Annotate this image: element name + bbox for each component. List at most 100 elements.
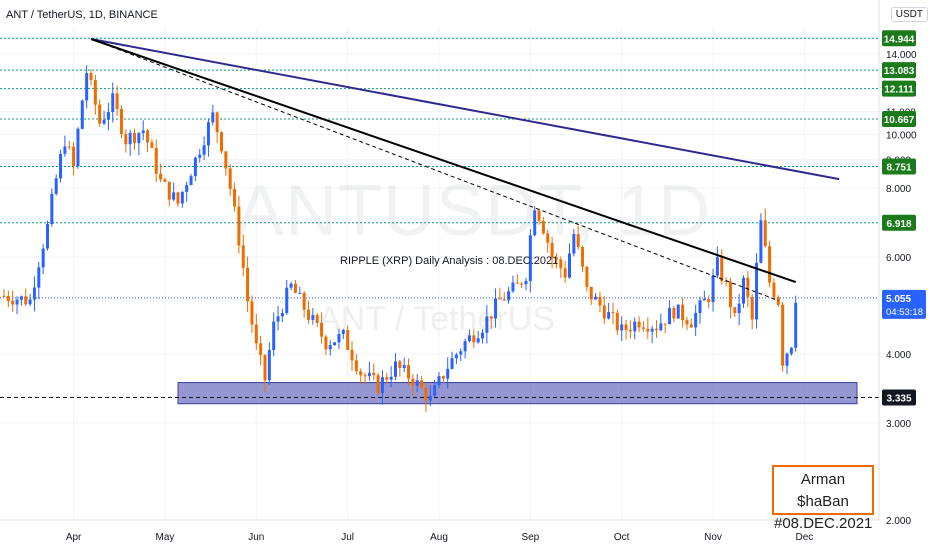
candle-body — [176, 192, 180, 204]
price-axis[interactable]: 2.0003.0004.0005.0006.0008.0009.00010.00… — [882, 30, 926, 527]
candle-body — [37, 267, 41, 288]
candle-body — [211, 112, 215, 123]
candle-body — [263, 355, 267, 381]
candle-body — [494, 298, 498, 319]
candle-body — [498, 298, 502, 300]
candle-body — [450, 358, 454, 369]
candle-body — [611, 312, 615, 314]
candle-body — [98, 104, 102, 124]
candle-body — [359, 371, 363, 376]
candle-body — [46, 224, 49, 249]
candle-body — [302, 292, 306, 310]
candle-body — [72, 146, 76, 167]
time-axis[interactable]: Apr May Jun Jul Aug Sep Oct Nov Dec — [66, 532, 813, 543]
candle-body — [485, 316, 489, 333]
resistance-level-label: 6.918 — [886, 219, 911, 230]
candle-body — [668, 307, 672, 325]
candle-body — [293, 283, 297, 293]
time-tick-label: Sep — [521, 532, 539, 543]
candle-body — [415, 380, 419, 386]
candle-body — [763, 220, 767, 247]
candle-body — [2, 295, 6, 297]
candle-body — [128, 132, 132, 145]
candle-body — [672, 307, 676, 319]
price-tick-label: 4.000 — [886, 350, 911, 361]
candle-body — [585, 266, 589, 287]
bar-countdown-label: 04:53:18 — [886, 307, 923, 318]
time-tick-label: Aug — [430, 532, 448, 543]
candle-body — [633, 321, 637, 332]
candle-body — [272, 321, 276, 351]
candle-body — [6, 295, 10, 301]
candle-body — [185, 185, 189, 192]
candle-body — [750, 297, 754, 320]
support-level-label: 3.335 — [886, 394, 911, 405]
trendlines — [90, 38, 840, 301]
candle-body — [193, 157, 197, 177]
candle-body — [54, 178, 58, 194]
candle-body — [402, 365, 406, 369]
candle-body — [307, 309, 310, 320]
candle-body — [781, 304, 785, 366]
candle-body — [220, 132, 223, 152]
candle-body — [581, 246, 585, 267]
candle-body — [119, 109, 123, 135]
symbol-title[interactable]: ANT / TetherUS, 1D, BINANCE — [6, 9, 158, 21]
candle-body — [489, 316, 493, 319]
resistance-level-tag — [882, 30, 916, 47]
candle-body — [659, 323, 663, 331]
candle-body — [594, 296, 598, 300]
candle-body — [224, 151, 228, 169]
candle-body — [228, 168, 232, 189]
candle-body — [93, 80, 97, 105]
candle-body — [502, 299, 506, 301]
candle-body — [202, 145, 206, 155]
resistance-level-label: 8.751 — [886, 162, 911, 173]
candle-body — [106, 111, 110, 120]
candle-body — [559, 259, 563, 269]
current-price-tag — [882, 289, 926, 319]
candle-body — [63, 146, 67, 154]
price-tick-label: 14.000 — [886, 50, 917, 61]
price-tick-label: 6.000 — [886, 253, 911, 264]
candle-body — [568, 253, 571, 278]
candle-body — [620, 324, 624, 331]
resistance-level-tag — [882, 111, 916, 128]
candle-body — [467, 335, 471, 342]
candle-body — [41, 248, 45, 268]
candle-body — [524, 280, 528, 285]
candle-body — [507, 291, 511, 301]
candle-body — [520, 283, 524, 285]
candle-body — [437, 376, 441, 386]
price-tick-label: 10.000 — [886, 131, 917, 142]
candle-body — [742, 277, 745, 304]
candle-body — [576, 234, 580, 247]
candle-body — [676, 304, 680, 319]
candle-body — [85, 73, 89, 101]
support-zone — [177, 382, 858, 405]
currency-badge[interactable]: USDT — [890, 7, 928, 22]
candle-body — [707, 298, 711, 303]
candle-body — [646, 328, 650, 332]
candle-body — [454, 354, 458, 359]
candle-body — [124, 134, 128, 145]
analysis-annotation: RIPPLE (XRP) Daily Analysis : 08.DEC.202… — [340, 255, 559, 267]
candle-body — [772, 282, 776, 298]
candle-body — [154, 147, 158, 174]
candle-body — [215, 112, 219, 133]
candle-body — [259, 343, 263, 356]
resistance-level-label: 13.083 — [884, 66, 915, 77]
resistance-level-label: 12.111 — [884, 85, 914, 96]
candle-body — [689, 324, 693, 328]
candle-body — [733, 307, 737, 314]
candle-body — [320, 322, 324, 337]
candle-body — [441, 376, 445, 379]
candles — [2, 65, 798, 413]
candle-body — [380, 377, 384, 394]
candle-body — [398, 361, 402, 369]
candle-body — [615, 312, 619, 331]
trendline — [90, 38, 779, 301]
candle-body — [681, 304, 685, 320]
time-tick-label: Dec — [796, 532, 814, 543]
